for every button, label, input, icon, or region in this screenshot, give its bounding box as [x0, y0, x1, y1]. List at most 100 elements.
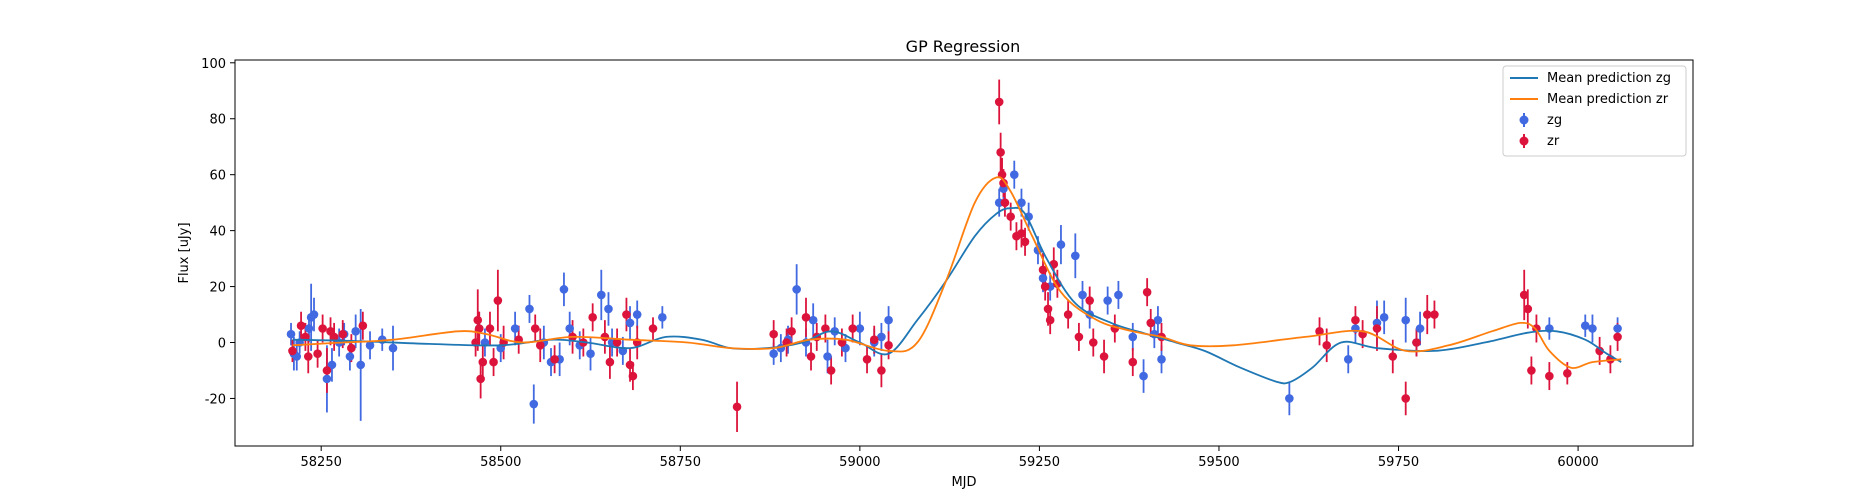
point-zr	[493, 296, 503, 305]
y-tick-label: 0	[218, 337, 226, 352]
legend-label-zr-line: Mean prediction zr	[1547, 92, 1669, 107]
point-zr	[1074, 332, 1084, 342]
y-axis-ticks: -20 0 20 40 60 80 100	[201, 57, 235, 407]
point-zr	[1388, 352, 1398, 361]
x-axis-ticks: 58250 58500 58750 59000 59250 59500 59750 60000	[301, 446, 1599, 470]
point-zr	[1040, 282, 1050, 291]
point-zr	[1017, 229, 1026, 238]
point-zr	[1020, 237, 1030, 247]
point-zg	[1114, 290, 1123, 300]
point-zg	[327, 360, 337, 370]
point-zg	[658, 313, 667, 322]
legend-label-zg: zg	[1547, 113, 1562, 128]
point-zr	[535, 341, 545, 350]
point-zr	[769, 329, 778, 339]
point-zr	[1595, 346, 1604, 356]
point-zr	[996, 148, 1005, 157]
point-zr	[732, 402, 742, 412]
point-zr	[1523, 304, 1533, 314]
x-tick-label: 59500	[1198, 455, 1239, 470]
point-zr	[1519, 290, 1529, 300]
point-zr	[1128, 357, 1138, 367]
point-zg	[525, 304, 534, 314]
x-tick-label: 59000	[839, 455, 880, 470]
point-zg	[1103, 296, 1112, 305]
x-tick-label: 59750	[1378, 455, 1419, 470]
point-zg	[855, 324, 865, 333]
point-zr	[588, 313, 597, 322]
point-zg	[1285, 394, 1294, 403]
point-zg	[1580, 321, 1590, 331]
x-tick-label: 58250	[301, 455, 342, 470]
point-zr	[303, 352, 313, 361]
point-zg	[304, 324, 314, 333]
point-zg	[309, 310, 319, 319]
point-zr	[1088, 338, 1098, 347]
point-zg	[356, 360, 365, 370]
point-zg	[286, 329, 296, 339]
point-zg	[351, 327, 360, 336]
point-zr	[313, 349, 322, 358]
point-zr	[1563, 368, 1572, 378]
point-zr	[1099, 352, 1109, 361]
point-zr	[550, 354, 559, 364]
plot-frame	[234, 59, 1694, 447]
point-zr	[1063, 310, 1073, 319]
x-tick-label: 59250	[1019, 455, 1060, 470]
point-zr	[1527, 366, 1536, 375]
x-tick-label: 58750	[660, 455, 701, 470]
prediction-lines	[292, 176, 1622, 385]
point-zr	[489, 357, 498, 367]
point-zr	[1412, 338, 1421, 347]
point-zg	[365, 341, 375, 350]
point-zr	[1085, 296, 1094, 305]
point-zr	[1043, 304, 1053, 314]
point-zr	[1322, 341, 1332, 350]
point-zg	[1343, 354, 1353, 364]
point-zg	[1157, 354, 1166, 364]
x-tick-label: 60000	[1557, 455, 1598, 470]
point-zr	[288, 346, 297, 356]
point-zr	[1613, 332, 1622, 342]
point-zg	[586, 349, 595, 358]
point-zr	[474, 324, 484, 333]
point-zr	[1006, 212, 1015, 221]
point-zr	[869, 335, 879, 345]
point-zg	[823, 352, 832, 361]
point-zg	[1017, 198, 1026, 207]
point-zg	[1139, 371, 1148, 381]
point-zr	[877, 366, 886, 375]
point-zr	[848, 324, 857, 333]
legend-label-zr: zr	[1547, 134, 1560, 149]
point-zr	[600, 332, 610, 342]
point-zr	[473, 315, 483, 325]
point-zr	[806, 352, 816, 361]
x-axis-label: MJD	[951, 475, 976, 490]
point-zr	[1545, 371, 1554, 381]
point-zg	[1009, 170, 1019, 179]
point-zr	[358, 321, 368, 331]
point-zr	[1315, 327, 1324, 336]
point-zg	[388, 343, 398, 353]
line-zr-mean-prediction	[292, 176, 1622, 369]
point-zg	[1613, 324, 1622, 333]
y-tick-label: -20	[205, 392, 226, 407]
point-zr	[821, 324, 830, 333]
point-zr	[612, 338, 622, 347]
y-axis-label: Flux [uJy]	[177, 222, 192, 283]
point-zr	[338, 329, 348, 339]
point-zr	[322, 366, 332, 375]
point-zr	[1422, 310, 1432, 319]
point-zr	[622, 310, 631, 319]
point-zr	[1142, 287, 1152, 297]
point-zr	[1045, 315, 1055, 325]
point-zr	[884, 341, 893, 350]
point-zg	[596, 290, 606, 300]
legend-swatch-zg-point	[1519, 115, 1529, 125]
point-zg	[884, 315, 893, 325]
point-zr	[347, 343, 356, 353]
point-zr	[318, 324, 327, 333]
point-zr	[826, 366, 836, 375]
point-zr	[625, 360, 635, 370]
